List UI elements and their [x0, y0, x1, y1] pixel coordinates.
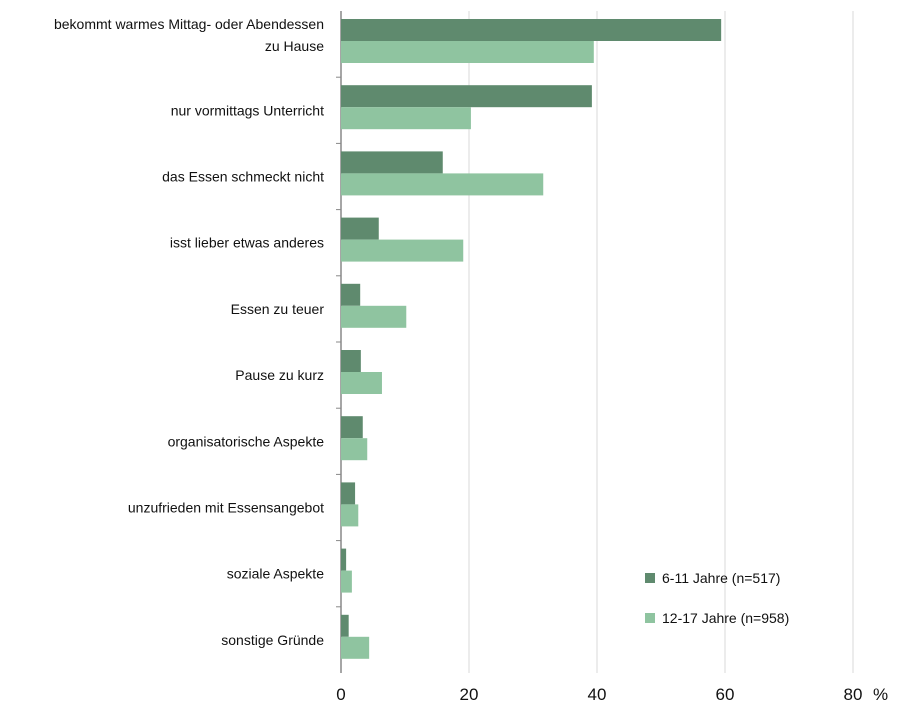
- bar-6-11: [341, 350, 361, 372]
- bar-6-11: [341, 217, 379, 240]
- bar-6-11: [341, 482, 356, 505]
- bar-12-17: [341, 107, 471, 130]
- category-label: soziale Aspekte: [227, 566, 324, 582]
- bar-6-11: [341, 283, 361, 306]
- bar-12-17: [341, 438, 368, 461]
- category-label: organisatorische Aspekte: [168, 433, 325, 449]
- bar-12-17: [341, 372, 382, 394]
- bar-12-17: [341, 305, 407, 328]
- category-label: Essen zu teuer: [231, 301, 325, 317]
- bar-12-17: [341, 239, 464, 262]
- bar-6-11: [341, 548, 347, 571]
- bar-6-11: [341, 416, 363, 439]
- category-label: nur vormittags Unterricht: [171, 102, 324, 118]
- x-tick-label: 40: [588, 685, 607, 704]
- category-label: sonstige Gründe: [221, 632, 324, 648]
- bar-12-17: [341, 636, 370, 659]
- legend-label: 12-17 Jahre (n=958): [662, 610, 789, 626]
- x-unit-label: %: [873, 685, 888, 704]
- bar-6-11: [341, 19, 722, 41]
- bar-12-17: [341, 173, 544, 196]
- bar-12-17: [341, 570, 352, 593]
- bar-12-17: [341, 504, 359, 527]
- category-label: isst lieber etwas anderes: [170, 235, 324, 251]
- x-tick-label: 60: [716, 685, 735, 704]
- legend-swatch: [645, 573, 655, 583]
- category-label: zu Hause: [265, 38, 324, 54]
- x-tick-label: 20: [460, 685, 479, 704]
- bar-6-11: [341, 85, 592, 108]
- category-label: Pause zu kurz: [235, 367, 324, 383]
- category-label: das Essen schmeckt nicht: [162, 169, 324, 185]
- x-tick-label: 0: [336, 685, 345, 704]
- legend-swatch: [645, 613, 655, 623]
- x-tick-label: 80: [844, 685, 863, 704]
- bar-6-11: [341, 614, 349, 637]
- legend-label: 6-11 Jahre (n=517): [662, 570, 780, 586]
- category-label: unzufrieden mit Essensangebot: [128, 500, 324, 516]
- bar-6-11: [341, 151, 443, 174]
- category-label: bekommt warmes Mittag- oder Abendessen: [54, 16, 324, 32]
- bar-12-17: [341, 41, 594, 63]
